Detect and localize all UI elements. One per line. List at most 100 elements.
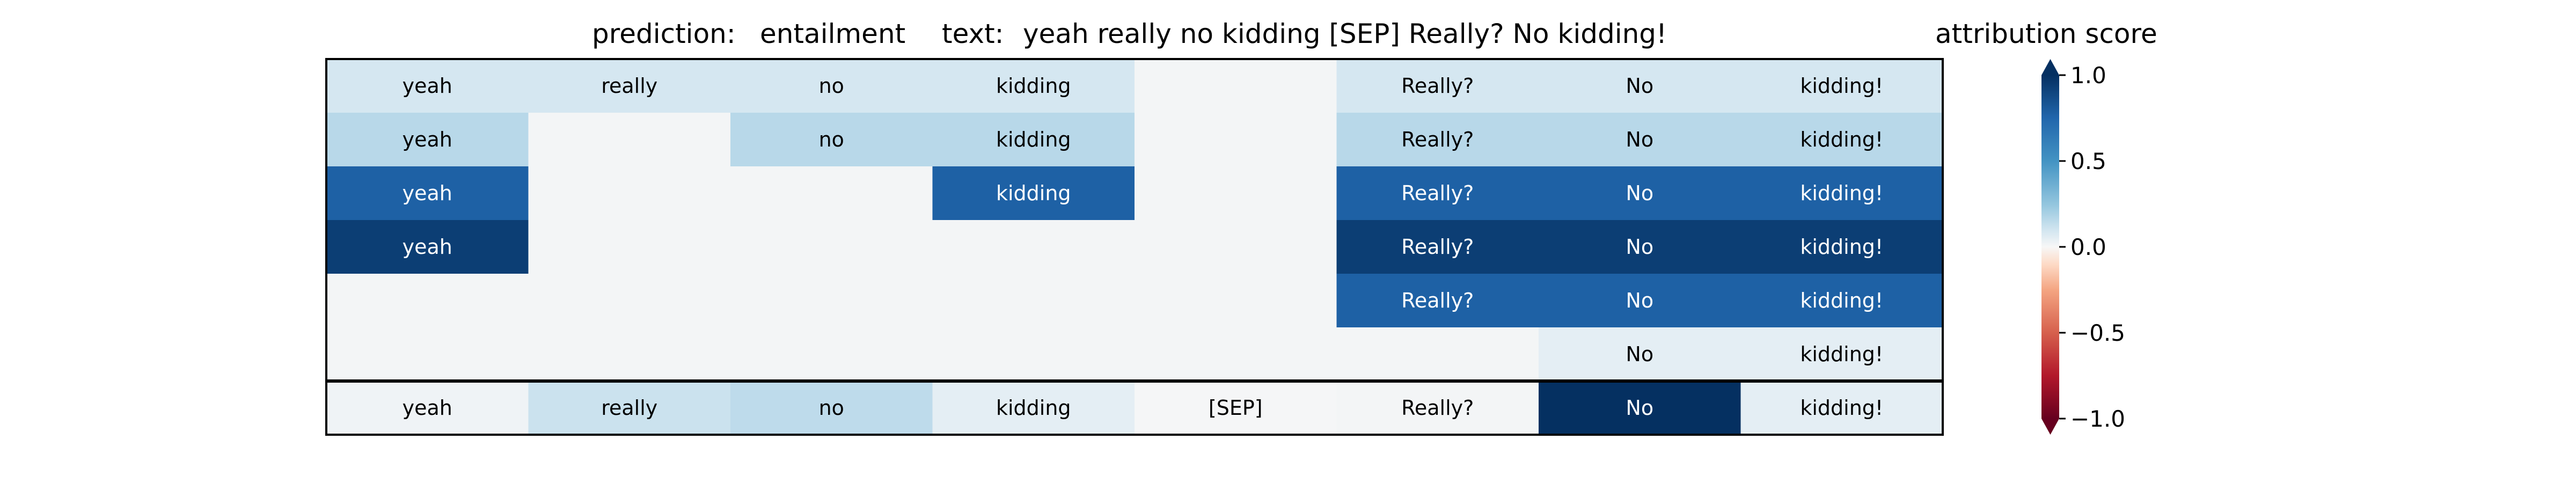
- heatmap-r3-c0-label: yeah: [402, 235, 452, 259]
- summary-c2-label: no: [819, 396, 844, 420]
- colorbar-extend-min: [2041, 419, 2059, 435]
- heatmap-r0-c5-label: Really?: [1401, 74, 1474, 98]
- summary-c3-label: kidding: [996, 396, 1071, 420]
- heatmap-r2-c3-cell: [932, 166, 1135, 221]
- heatmap-r0-c6-label: No: [1626, 74, 1653, 98]
- summary-c6-label: No: [1626, 396, 1653, 420]
- heatmap-r4-c5-cell: [1336, 274, 1539, 328]
- heatmap-r2-c4-cell: [1135, 166, 1337, 221]
- heatmap-r1-c5-cell: [1336, 113, 1539, 167]
- summary-c3-cell: [932, 381, 1135, 435]
- summary-c2-cell: [730, 381, 933, 435]
- heatmap-r5-c5-cell: [1336, 327, 1539, 382]
- heatmap-r1-c1-cell: [528, 113, 731, 167]
- heatmap-r2-c2-cell: [730, 166, 933, 221]
- heatmap-r0-c7-cell: [1740, 59, 1943, 113]
- heatmap-r1-c0-label: yeah: [402, 128, 452, 151]
- summary-c1-label: really: [601, 396, 657, 420]
- heatmap-r5-c4-cell: [1135, 327, 1337, 382]
- colorbar-extend-max: [2041, 59, 2059, 75]
- heatmap-r2-c6-cell: [1539, 166, 1741, 221]
- heatmap-r1-c4-cell: [1135, 113, 1337, 167]
- colorbar-tick-label: 0.5: [2070, 148, 2106, 174]
- heatmap-r0-c0-cell: [326, 59, 529, 113]
- heatmap-r5-c3-cell: [932, 327, 1135, 382]
- heatmap-r4-c0-cell: [326, 274, 529, 328]
- heatmap-r0-c0-label: yeah: [402, 74, 452, 98]
- heatmap-r0-c2-label: no: [819, 74, 844, 98]
- heatmap-r5-c2-cell: [730, 327, 933, 382]
- prediction-prefix: prediction:: [592, 18, 736, 49]
- heatmap-r0-c7-label: kidding!: [1800, 74, 1883, 98]
- heatmap-r4-c4-cell: [1135, 274, 1337, 328]
- heatmap-r1-c3-label: kidding: [996, 128, 1071, 151]
- heatmap-r0-c1-cell: [528, 59, 731, 113]
- colorbar-ticks: 1.0 0.5 0.0 −0.5 −1.0: [2059, 62, 2125, 432]
- summary-c1-cell: [528, 381, 731, 435]
- heatmap-r5-c7-label: kidding!: [1800, 342, 1883, 366]
- heatmap-r3-c0-cell: [326, 220, 529, 274]
- heatmap-r3-c7-cell: [1740, 220, 1943, 274]
- heatmap-r3-c2-cell: [730, 220, 933, 274]
- heatmap-r5-c1-cell: [528, 327, 731, 382]
- heatmap-r1-c7-cell: [1740, 113, 1943, 167]
- heatmap-r2-c3-label: kidding: [996, 181, 1071, 205]
- heatmap-r3-c1-cell: [528, 220, 731, 274]
- heatmap-r2-c7-label: kidding!: [1800, 181, 1883, 205]
- summary-c0-label: yeah: [402, 396, 452, 420]
- heatmap-r1-c6-label: No: [1626, 128, 1653, 151]
- heatmap-r0-c3-cell: [932, 59, 1135, 113]
- summary-c5-label: Really?: [1401, 396, 1474, 420]
- colorbar-tick-label: −0.5: [2070, 320, 2125, 346]
- heatmap-r0-c2-cell: [730, 59, 933, 113]
- text-value: yeah really no kidding [SEP] Really? No …: [1023, 18, 1667, 49]
- summary-c7-cell: [1740, 381, 1943, 435]
- heatmap-r2-c1-cell: [528, 166, 731, 221]
- heatmap-r1-c5-label: Really?: [1401, 128, 1474, 151]
- heatmap-r3-c6-cell: [1539, 220, 1741, 274]
- colorbar-tick-label: −1.0: [2070, 406, 2125, 432]
- heatmap-r4-c6-label: No: [1626, 289, 1653, 312]
- heatmap-r5-c7-cell: [1740, 327, 1943, 382]
- summary-c7-label: kidding!: [1800, 396, 1883, 420]
- heatmap-r4-c7-label: kidding!: [1800, 289, 1883, 312]
- heatmap-r4-c7-cell: [1740, 274, 1943, 328]
- summary-c0-cell: [326, 381, 529, 435]
- heatmap-r4-c3-cell: [932, 274, 1135, 328]
- heatmap-r1-c0-cell: [326, 113, 529, 167]
- heatmap-r5-c6-label: No: [1626, 342, 1653, 366]
- summary-row: yeah really no kidding [SEP] Really? No kidding…: [326, 381, 1943, 435]
- colorbar: 1.0 0.5 0.0 −0.5 −1.0: [2041, 59, 2125, 435]
- heatmap-r1-c7-label: kidding!: [1800, 128, 1883, 151]
- summary-c5-cell: [1336, 381, 1539, 435]
- heatmap-r0-c3-label: kidding: [996, 74, 1071, 98]
- heatmap-r2-c7-cell: [1740, 166, 1943, 221]
- layer-grid: yeah really no kidding Really? No kidding! yeah…: [326, 59, 1943, 382]
- heatmap-r1-c3-cell: [932, 113, 1135, 167]
- colorbar-tick-label: 0.0: [2070, 234, 2106, 260]
- prediction-value: entailment: [760, 18, 905, 49]
- colorbar-gradient: [2041, 75, 2059, 419]
- heatmap-r3-c5-label: Really?: [1401, 235, 1474, 259]
- heatmap-r3-c6-label: No: [1626, 235, 1653, 259]
- heatmap-r2-c5-cell: [1336, 166, 1539, 221]
- heatmap-r0-c6-cell: [1539, 59, 1741, 113]
- heatmap-r4-c1-cell: [528, 274, 731, 328]
- colorbar-label: attribution score: [1935, 18, 2157, 49]
- heatmap-r2-c0-cell: [326, 166, 529, 221]
- heatmap-r4-c5-label: Really?: [1401, 289, 1474, 312]
- heatmap-r2-c6-label: No: [1626, 181, 1653, 205]
- heatmap-r2-c0-label: yeah: [402, 181, 452, 205]
- heatmap-r3-c5-cell: [1336, 220, 1539, 274]
- heatmap-r1-c6-cell: [1539, 113, 1741, 167]
- heatmap-r0-c5-cell: [1336, 59, 1539, 113]
- colorbar-tick-label: 1.0: [2070, 62, 2106, 89]
- summary-c4-label: [SEP]: [1209, 396, 1263, 420]
- heatmap-r3-c7-label: kidding!: [1800, 235, 1883, 259]
- heatmap-r5-c0-cell: [326, 327, 529, 382]
- text-prefix: text:: [942, 18, 1004, 49]
- heatmap-r2-c5-label: Really?: [1401, 181, 1474, 205]
- heatmap-r0-c1-label: really: [601, 74, 657, 98]
- summary-c6-cell: [1539, 381, 1741, 435]
